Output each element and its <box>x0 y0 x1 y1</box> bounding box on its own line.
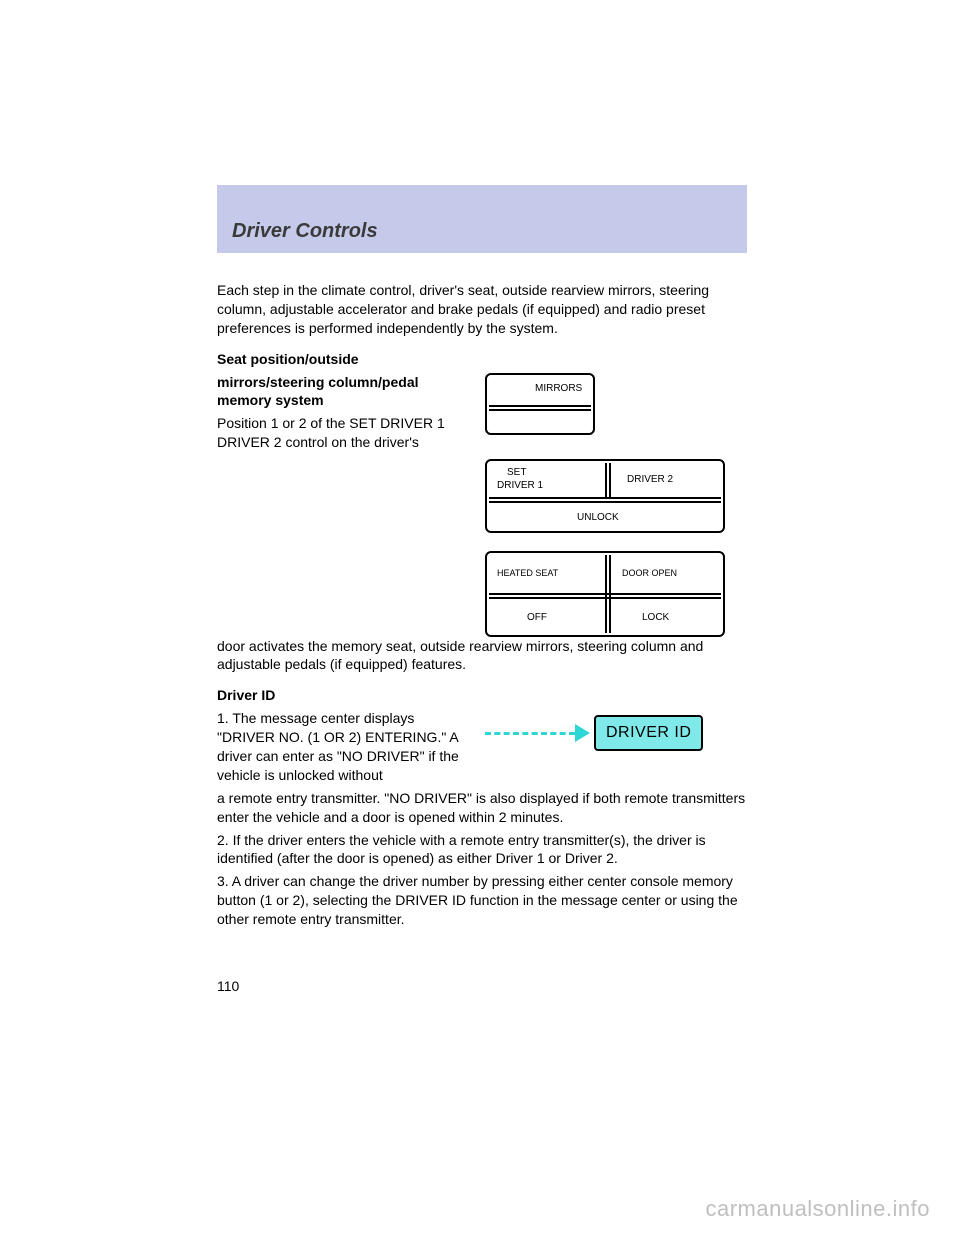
driver-id-text-2: 2. If the driver enters the vehicle with… <box>217 831 747 869</box>
right-column-panels: MIRRORS SET DRIVER 1 DRIVER 2 UNLOCK <box>485 373 737 637</box>
section-header: Driver Controls <box>217 185 747 253</box>
driver2-label: DRIVER 2 <box>627 473 673 487</box>
lower-buttons-panel: HEATED SEAT DOOR OPEN OFF LOCK <box>485 551 725 637</box>
page-number: 110 <box>217 977 747 996</box>
panel-divider <box>489 409 591 411</box>
watermark-text: carmanualsonline.info <box>705 1196 930 1222</box>
mirrors-panel: MIRRORS <box>485 373 595 435</box>
left-text-1: Position 1 or 2 of the SET DRIVER 1 DRIV… <box>217 414 475 452</box>
driver-id-row: 1. The message center displays "DRIVER N… <box>217 709 747 789</box>
section-heading: Seat position/outside <box>217 350 747 369</box>
driver-id-button[interactable]: DRIVER ID <box>594 715 703 751</box>
panel-divider <box>489 405 591 407</box>
set-label: SET <box>507 466 526 480</box>
driver1-label: DRIVER 1 <box>497 479 543 493</box>
section-heading-l1: Seat position/outside <box>217 351 359 367</box>
unlock-label: UNLOCK <box>577 511 619 525</box>
dr-open-label: DOOR OPEN <box>622 567 677 579</box>
driver-id-left: 1. The message center displays "DRIVER N… <box>217 709 475 789</box>
section-title: Driver Controls <box>232 220 732 243</box>
arrow-line <box>485 732 575 735</box>
driver-id-text-1b: a remote entry transmitter. "NO DRIVER" … <box>217 789 747 827</box>
panel-row-divider-t <box>489 497 721 499</box>
heated-seat-label: HEATED SEAT <box>497 567 558 579</box>
driver-id-right: DRIVER ID <box>485 709 737 789</box>
section-heading-l2: mirrors/steering column/pedal memory sys… <box>217 373 475 411</box>
arrow-head-icon <box>575 724 590 742</box>
panel-col-divider-l <box>605 463 607 499</box>
lock-label: LOCK <box>642 611 669 625</box>
left-text-1b: door activates the memory seat, outside … <box>217 637 747 675</box>
two-column-layout: mirrors/steering column/pedal memory sys… <box>217 373 747 637</box>
panel-row-divider-b <box>489 597 721 599</box>
panel-col-divider-r <box>609 463 611 499</box>
driver-id-text-1: 1. The message center displays "DRIVER N… <box>217 709 475 785</box>
panel-row-divider-t <box>489 593 721 595</box>
mirrors-label: MIRRORS <box>535 382 582 396</box>
off-label: OFF <box>527 611 547 625</box>
arrow-to-button: DRIVER ID <box>485 715 703 751</box>
driver-id-text-3: 3. A driver can change the driver number… <box>217 872 747 929</box>
left-column: mirrors/steering column/pedal memory sys… <box>217 373 475 637</box>
intro-paragraph: Each step in the climate control, driver… <box>217 281 747 338</box>
driver-id-heading: Driver ID <box>217 686 747 705</box>
panel-row-divider-b <box>489 501 721 503</box>
driver-buttons-panel: SET DRIVER 1 DRIVER 2 UNLOCK <box>485 459 725 533</box>
page-container: Driver Controls Each step in the climate… <box>217 185 747 996</box>
body-content: Each step in the climate control, driver… <box>217 281 747 996</box>
